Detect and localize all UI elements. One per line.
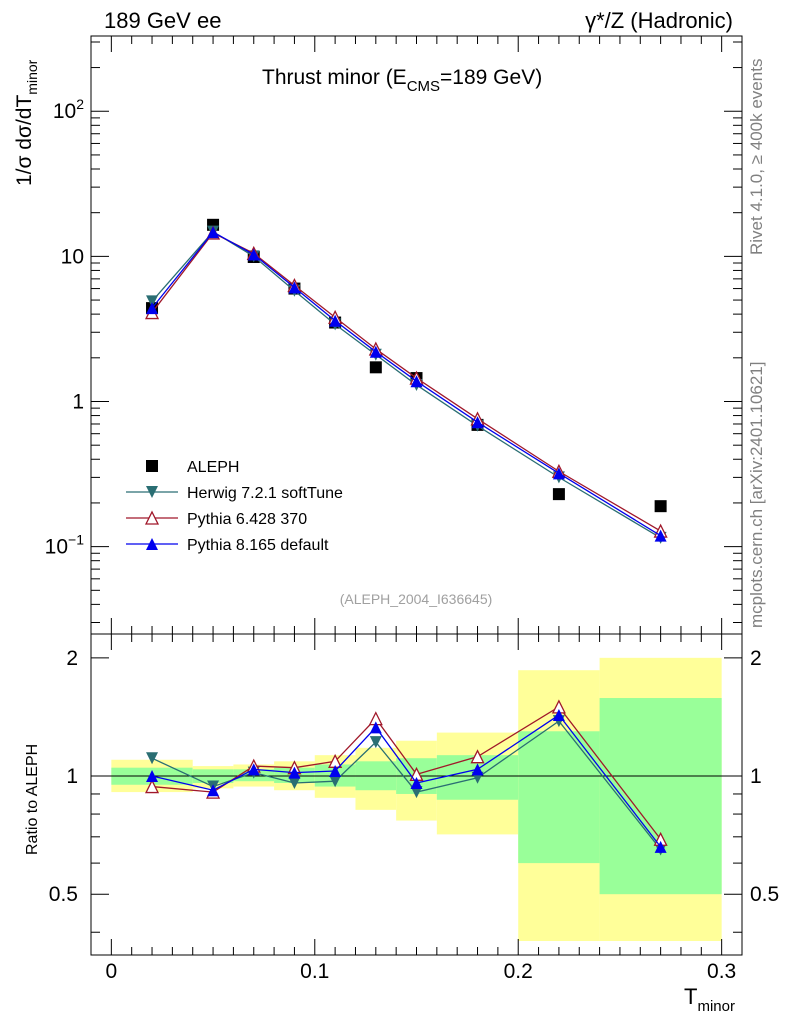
series-point-main <box>247 248 260 261</box>
series-line-ratio <box>151 714 662 848</box>
legend-label-2: Pythia 6.428 370 <box>187 511 307 528</box>
y-tick-label: 102 <box>53 96 84 123</box>
legend-label-3: Pythia 8.165 default <box>187 537 329 554</box>
rivet-version-label: Rivet 4.1.0, ≥ 400k events <box>747 59 766 255</box>
x-tick-label: 0 <box>106 960 118 983</box>
series-point-main <box>471 416 484 429</box>
ratio-y-tick-label: 2 <box>66 647 78 670</box>
axis-ticks <box>91 36 742 955</box>
series-point-main <box>146 302 159 315</box>
series-point-ratio <box>552 709 565 722</box>
series-point-ratio <box>369 721 382 734</box>
x-tick-label: 0.2 <box>504 960 533 983</box>
ratio-y-tick-label: 1 <box>66 765 78 788</box>
series-point-ratio <box>144 779 160 794</box>
series-point-main <box>288 281 301 294</box>
data-series <box>144 218 668 856</box>
mcplots-source-label: mcplots.cern.ch [arXiv:2401.10621] <box>747 362 766 628</box>
series-point-main <box>654 529 667 542</box>
header-right-label: γ*/Z (Hadronic) <box>585 8 733 33</box>
series-point-main <box>329 314 342 327</box>
series-point-main <box>654 500 667 513</box>
series-point-ratio <box>471 763 484 776</box>
legend-label-0: ALEPH <box>187 459 239 476</box>
series-point-ratio <box>654 840 667 853</box>
x-axis-label: Tminor <box>684 984 735 1015</box>
band-stat-8 <box>518 731 600 864</box>
series-point-ratio <box>288 766 301 779</box>
legend-marker-2 <box>144 510 160 525</box>
y-tick-label: 10−1 <box>45 532 85 559</box>
ratio-y-tick-label-right: 0.5 <box>750 883 779 906</box>
series-point-main <box>146 295 159 308</box>
series-3 <box>146 226 667 853</box>
series-point-main <box>369 345 382 358</box>
legend-marker-0 <box>146 460 158 472</box>
main-y-axis-label: 1/σ dσ/dTminor <box>13 59 40 186</box>
chart-title-main: Thrust minor (E <box>262 66 407 89</box>
series-point-ratio <box>410 776 423 789</box>
series-point-ratio <box>329 764 342 777</box>
series-point-main <box>552 467 565 480</box>
tick-labels: 0 0.1 0.2 0.3 102 10 1 10−1 0.5 0.5 1 1 2 2 <box>45 96 780 983</box>
chart-title: Thrust minor (ECMS=189 GeV) <box>262 66 542 95</box>
series-point-ratio <box>470 749 485 764</box>
legend: ALEPH Herwig 7.2.1 softTune Pythia 6.428 3… <box>126 459 343 554</box>
series-point-main <box>410 375 423 388</box>
ratio-y-axis-label: Ratio to ALEPH <box>24 744 41 855</box>
x-tick-label: 0.1 <box>300 960 329 983</box>
series-line-main <box>151 231 661 537</box>
x-tick-label: 0.3 <box>707 960 736 983</box>
main-y-axis-label-subscript: minor <box>24 59 40 94</box>
series-point-ratio <box>288 776 301 789</box>
chart-title-subscript: CMS <box>407 78 440 95</box>
series-point-ratio <box>207 784 220 797</box>
ratio-y-tick-label-right: 1 <box>750 765 762 788</box>
chart-title-tail: =189 GeV) <box>440 66 542 89</box>
series-point-ratio <box>329 775 342 788</box>
band-stat-9 <box>599 698 722 895</box>
analysis-id-label: (ALEPH_2004_I636645) <box>340 591 493 607</box>
series-point-ratio <box>146 752 159 765</box>
legend-marker-3 <box>146 538 158 550</box>
header-left-label: 189 GeV ee <box>104 8 221 33</box>
series-point-ratio <box>410 786 423 799</box>
main-y-axis-label-prefix: 1/σ dσ/dT <box>13 95 36 186</box>
legend-label-1: Herwig 7.2.1 softTune <box>187 485 343 502</box>
legend-marker-1 <box>146 486 158 498</box>
series-point-main <box>552 488 565 501</box>
ratio-y-tick-label-right: 2 <box>750 647 762 670</box>
y-tick-label: 1 <box>72 391 84 414</box>
series-point-main <box>207 226 220 239</box>
y-tick-label: 10 <box>61 245 84 268</box>
x-axis-label-main: T <box>684 984 697 1009</box>
ratio-y-tick-label: 0.5 <box>49 883 78 906</box>
series-point-ratio <box>369 736 382 749</box>
series-point-ratio <box>247 763 260 776</box>
x-axis-label-subscript: minor <box>697 998 735 1015</box>
series-point-ratio <box>146 770 159 783</box>
series-point-main <box>369 361 382 374</box>
